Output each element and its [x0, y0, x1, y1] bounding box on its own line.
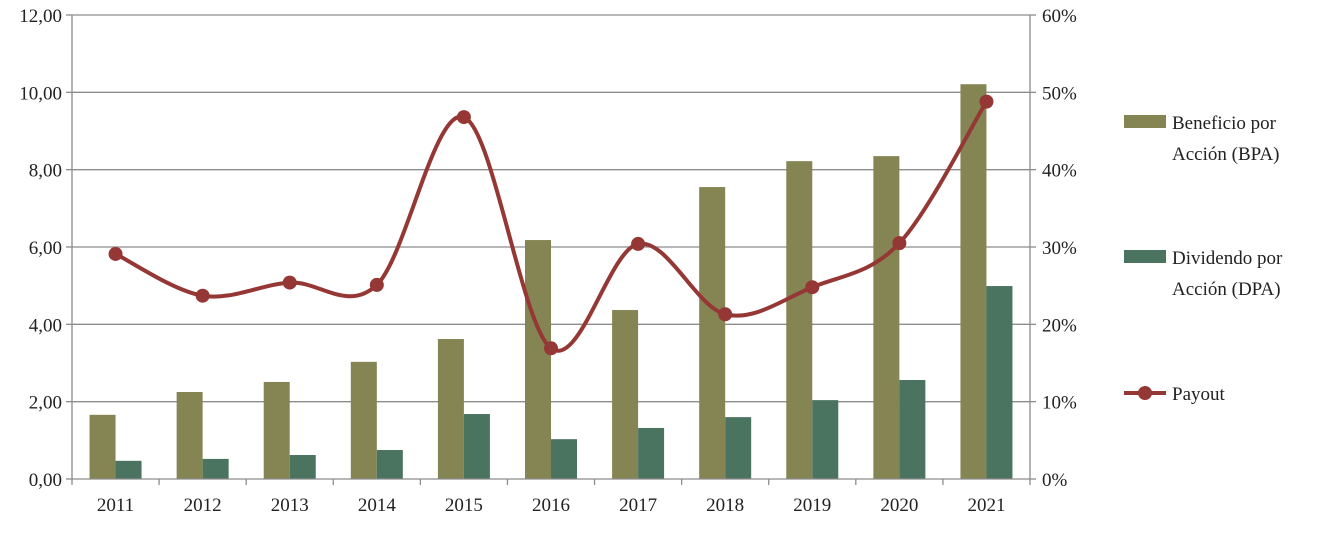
payout-point-2017 — [631, 236, 646, 251]
x-tick-label: 2015 — [445, 495, 483, 516]
y-right-tick-label: 60% — [1042, 6, 1077, 27]
bar-bpa-2014 — [350, 361, 377, 479]
bar-bpa-2016 — [525, 240, 551, 479]
bar-dpa-2012 — [202, 458, 229, 479]
payout-point-2014 — [369, 277, 384, 292]
x-tick-label: 2012 — [184, 495, 222, 516]
x-tick-label: 2021 — [967, 495, 1005, 516]
y-left-tick-label: 2,00 — [29, 393, 62, 414]
x-tick-label: 2017 — [619, 495, 657, 516]
bar-dpa-2014 — [376, 450, 403, 479]
y-right-tick-label: 20% — [1042, 315, 1077, 336]
legend-swatch-dpa — [1124, 250, 1166, 263]
y-left-tick-label: 10,00 — [19, 83, 62, 104]
payout-point-2020 — [892, 236, 907, 251]
payout-point-2016 — [544, 341, 558, 356]
y-left-tick-label: 6,00 — [29, 238, 62, 259]
y-right-tick-label: 50% — [1042, 83, 1077, 104]
y-left-tick-label: 0,00 — [29, 470, 62, 491]
legend-label-dpa: Acción (DPA) — [1172, 279, 1281, 300]
x-tick-label: 2020 — [880, 495, 918, 516]
legend-marker-payout — [1138, 386, 1152, 400]
bar-dpa-2016 — [551, 439, 577, 479]
bar-bpa-2013 — [263, 381, 290, 479]
x-tick-label: 2011 — [97, 495, 134, 516]
bar-dpa-2017 — [638, 427, 665, 479]
bar-dpa-2013 — [289, 455, 316, 479]
y-left-tick-label: 12,00 — [19, 6, 62, 27]
y-right-tick-label: 40% — [1042, 161, 1077, 182]
y-left-tick-label: 4,00 — [29, 315, 62, 336]
payout-point-2013 — [282, 275, 297, 290]
bar-bpa-2011 — [89, 414, 116, 479]
y-left-tick-label: 8,00 — [29, 161, 62, 182]
payout-point-2019 — [805, 280, 820, 295]
payout-point-2012 — [195, 288, 210, 303]
bar-bpa-2012 — [176, 392, 203, 479]
legend-label-bpa: Acción (BPA) — [1172, 144, 1280, 165]
bar-dpa-2018 — [725, 417, 752, 479]
bar-dpa-2015 — [463, 414, 490, 479]
legend-label-dpa: Dividendo por — [1172, 248, 1283, 269]
x-tick-label: 2013 — [271, 495, 309, 516]
bar-dpa-2019 — [812, 400, 839, 479]
bar-bpa-2021 — [960, 84, 987, 480]
legend-swatch-bpa — [1124, 115, 1166, 128]
bar-dpa-2011 — [115, 460, 142, 479]
legend-label-payout: Payout — [1172, 384, 1226, 405]
bar-bpa-2015 — [437, 339, 464, 479]
payout-point-2011 — [108, 246, 123, 261]
y-right-tick-label: 0% — [1042, 470, 1068, 491]
bar-dpa-2020 — [899, 380, 926, 479]
x-tick-label: 2018 — [706, 495, 744, 516]
x-tick-label: 2014 — [358, 495, 397, 516]
y-right-tick-label: 30% — [1042, 238, 1077, 259]
bar-dpa-2021 — [986, 286, 1013, 479]
x-tick-label: 2016 — [532, 495, 570, 516]
payout-point-2015 — [456, 110, 471, 125]
bar-bpa-2017 — [612, 310, 639, 479]
bar-bpa-2020 — [873, 156, 900, 479]
payout-point-2018 — [718, 307, 733, 322]
payout-point-2021 — [979, 94, 994, 109]
x-tick-label: 2019 — [793, 495, 831, 516]
y-right-tick-label: 10% — [1042, 393, 1077, 414]
bar-bpa-2019 — [786, 161, 813, 479]
legend-label-bpa: Beneficio por — [1172, 113, 1277, 134]
bar-bpa-2018 — [699, 187, 726, 480]
